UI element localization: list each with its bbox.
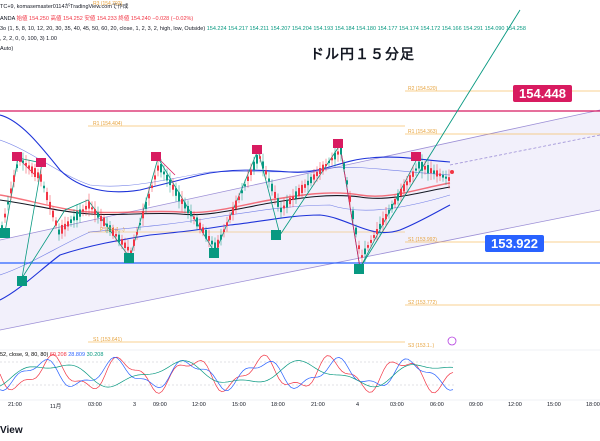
bb-inner-upper <box>0 139 451 187</box>
oscillator-value-1: 60.208 <box>49 352 67 358</box>
price-tag-upper: 154.448 <box>513 85 572 102</box>
time-tick: 12:00 <box>508 402 522 408</box>
time-axis[interactable]: 21:00 11月 03:00 3 09:00 12:00 15:00 18:0… <box>0 401 600 413</box>
indicator-line: 3o (1, 5, 8, 10, 12, 20, 30, 35, 40, 45,… <box>0 26 526 33</box>
pivot-s1-right-label: S1 (153.992) <box>408 237 437 243</box>
time-tick: 09:00 <box>153 402 167 408</box>
time-tick: 12:00 <box>192 402 206 408</box>
time-tick: 18:00 <box>271 402 285 408</box>
time-tick: 03:00 <box>88 402 102 408</box>
indicator-line-3: Auto) <box>0 46 14 52</box>
indicator-values: 154.224 154.217 154.211 154.207 154.204 … <box>206 26 526 32</box>
pivot-r1-left-label: R1 (154.404) <box>93 121 123 127</box>
oscillator-header: 52, close, 9, 80, 80) 60.208 28.809 30.2… <box>0 352 103 358</box>
trend-projection-line <box>359 9 521 269</box>
pivot-r2-label: R2 (154.520) <box>408 86 438 92</box>
symbol-ohlc-line: ANDA 始値 154.250 高値 154.252 安値 154.233 終値… <box>0 16 193 23</box>
zigzag-line <box>4 143 419 279</box>
candlestick-series <box>1 138 450 264</box>
time-tick: 03:00 <box>390 402 404 408</box>
tradingview-logo-text: View <box>0 425 23 436</box>
symbol-label: ANDA <box>0 16 15 22</box>
time-tick: 4 <box>356 402 360 408</box>
pivot-s3-label: S3 (153.1..) <box>408 343 435 349</box>
channel-mid-dashed <box>449 134 600 166</box>
oscillator-red-line <box>0 354 454 394</box>
oscillator-label: 52, close, 9, 80, 80) <box>0 352 49 358</box>
bb-lower-band <box>0 204 451 301</box>
chart-header-title: TC+9, komasemaster0114がTradingView.comで作… <box>0 4 129 10</box>
time-tick: 11月 <box>50 404 62 410</box>
pivot-s2-label: S2 (153.772) <box>408 300 437 306</box>
time-tick: 18:00 <box>586 402 600 408</box>
indicator-params: 3o (1, 5, 8, 10, 12, 20, 30, 35, 40, 45,… <box>0 26 206 32</box>
ohlc-values: 始値 154.250 高値 154.252 安値 154.233 終値 154.… <box>16 16 194 22</box>
oscillator-blue-line <box>0 356 454 391</box>
indicator-line-2: , 2, 2, 0, 0, 100, 3) 1.00 <box>0 36 57 42</box>
oscillator-green-line <box>0 360 454 388</box>
channel-lower-line <box>0 209 600 331</box>
oscillator-value-3: 30.208 <box>86 352 104 358</box>
time-tick: 21:00 <box>8 402 22 408</box>
time-tick: 15:00 <box>547 402 561 408</box>
chart-title: ドル円１５分足 <box>310 46 415 62</box>
price-tag-lower: 153.922 <box>485 235 544 252</box>
oscillator-value-2: 28.809 <box>68 352 86 358</box>
time-tick: 06:00 <box>430 402 444 408</box>
alert-icon <box>447 336 457 346</box>
time-tick: 15:00 <box>232 402 246 408</box>
swing-high-markers <box>12 139 421 167</box>
pivot-r3-label: R3 (154.792) <box>93 1 123 7</box>
pivot-p-label: P (154.1...) <box>100 227 125 233</box>
swing-low-markers <box>0 228 364 286</box>
pivot-r1-right-label: R1 (154.363) <box>408 129 438 135</box>
pivot-s1-left-label: S1 (153.641) <box>93 337 122 343</box>
time-tick: 09:00 <box>469 402 483 408</box>
time-tick: 21:00 <box>311 402 325 408</box>
bb-upper-band <box>0 114 451 193</box>
time-tick: 3 <box>133 402 137 408</box>
bb-inner-lower <box>0 194 451 276</box>
channel-fill <box>0 110 600 330</box>
